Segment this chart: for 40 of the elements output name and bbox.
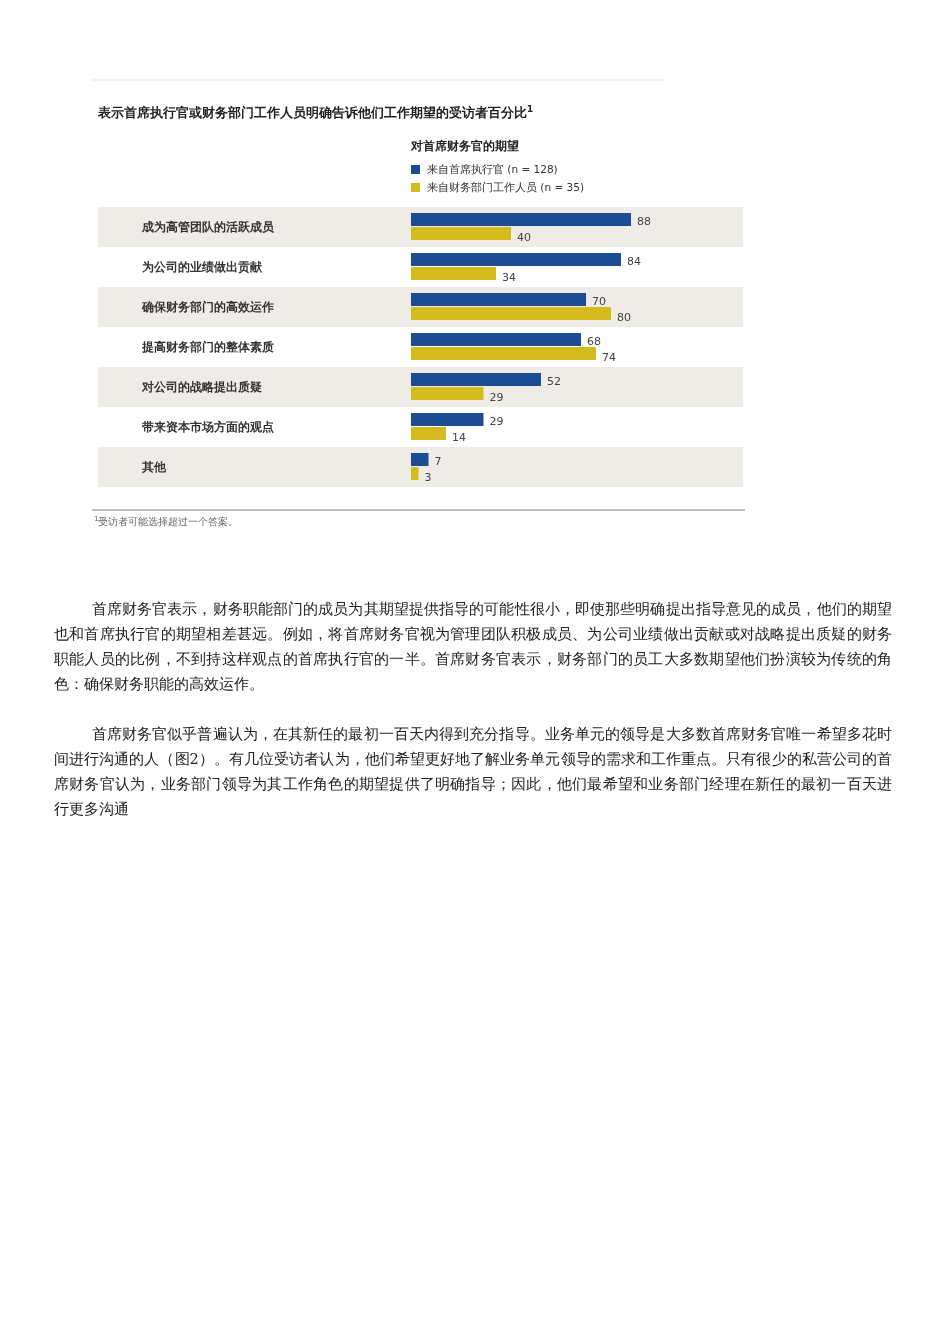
y-tick-label: 对公司的战略提出质疑 bbox=[141, 380, 262, 394]
bar bbox=[411, 213, 631, 226]
data-label: 68 bbox=[587, 335, 601, 348]
bar bbox=[411, 347, 596, 360]
data-label: 3 bbox=[424, 471, 432, 484]
data-label: 34 bbox=[502, 271, 516, 284]
data-label: 29 bbox=[489, 391, 504, 404]
bar bbox=[411, 427, 446, 440]
data-label: 29 bbox=[489, 415, 504, 428]
data-label: 7 bbox=[434, 455, 442, 468]
bar bbox=[411, 267, 496, 280]
data-label: 14 bbox=[452, 431, 466, 444]
bar bbox=[411, 373, 541, 386]
text: 首席财务官表示，财务职能部门的成员为其期望提供指导的可能性很小，即使那些明确提出指导意见的成员，他们的期望也和首席执行官的期望相差甚远。例如，将首席财务官视为管理团队积极成员、为公司业绩做出贡献或对战略提出质疑的财务职能人员的比例，不到持这样观点的首席执行官的一半。首席财务官表示，财务部门的员工大多数期望他们扮演较为传统的角色：确保财务职能的高效运作。 bbox=[54, 600, 892, 694]
data-label: 70 bbox=[592, 295, 606, 308]
y-tick-label: 确保财务部门的高效运作 bbox=[141, 300, 274, 314]
legend-title: 对首席财务官的期望 bbox=[410, 139, 519, 153]
bar bbox=[411, 333, 581, 346]
y-tick-label: 为公司的业绩做出贡献 bbox=[142, 260, 263, 274]
data-label: 52 bbox=[547, 375, 561, 388]
bar bbox=[411, 387, 484, 400]
y-tick-label: 提高财务部门的整体素质 bbox=[141, 340, 274, 354]
y-tick-label: 其他 bbox=[141, 460, 167, 474]
bar bbox=[411, 293, 586, 306]
data-label: 40 bbox=[517, 231, 531, 244]
chart-title: 表示首席执行官或财务部门工作人员明确告诉他们工作期望的受访者百分比$^{1}$ bbox=[97, 104, 534, 120]
text: $^{1}$受访者可能选择超过一个答案。 bbox=[94, 515, 239, 527]
data-label: 80 bbox=[617, 311, 631, 324]
bar bbox=[411, 453, 429, 466]
bar bbox=[411, 253, 621, 266]
bar bbox=[411, 467, 419, 480]
data-label: 88 bbox=[637, 215, 651, 228]
y-tick-label: 带来资本市场方面的观点 bbox=[142, 420, 274, 434]
bar bbox=[411, 227, 511, 240]
bar bbox=[411, 413, 484, 426]
data-label: 84 bbox=[627, 255, 641, 268]
text: 首席财务官似乎普遍认为，在其新任的最初一百天内得到充分指导。业务单元的领导是大多数首席财务官唯一希望多花时间进行沟通的人（图2）。有几位受访者认为，他们希望更好地了解业务单元领导的需求和工作重点。只有很少的私营公司的首席财务官认为，业务部门领导为其工作角色的期望提供了明确指导；因此，他们最希望和业务部门经理在新任的最初一百天进行更多沟通 bbox=[54, 725, 892, 819]
data-label: 74 bbox=[602, 351, 616, 364]
y-tick-label: 成为高管团队的活跃成员 bbox=[141, 220, 275, 234]
bar bbox=[411, 307, 611, 320]
